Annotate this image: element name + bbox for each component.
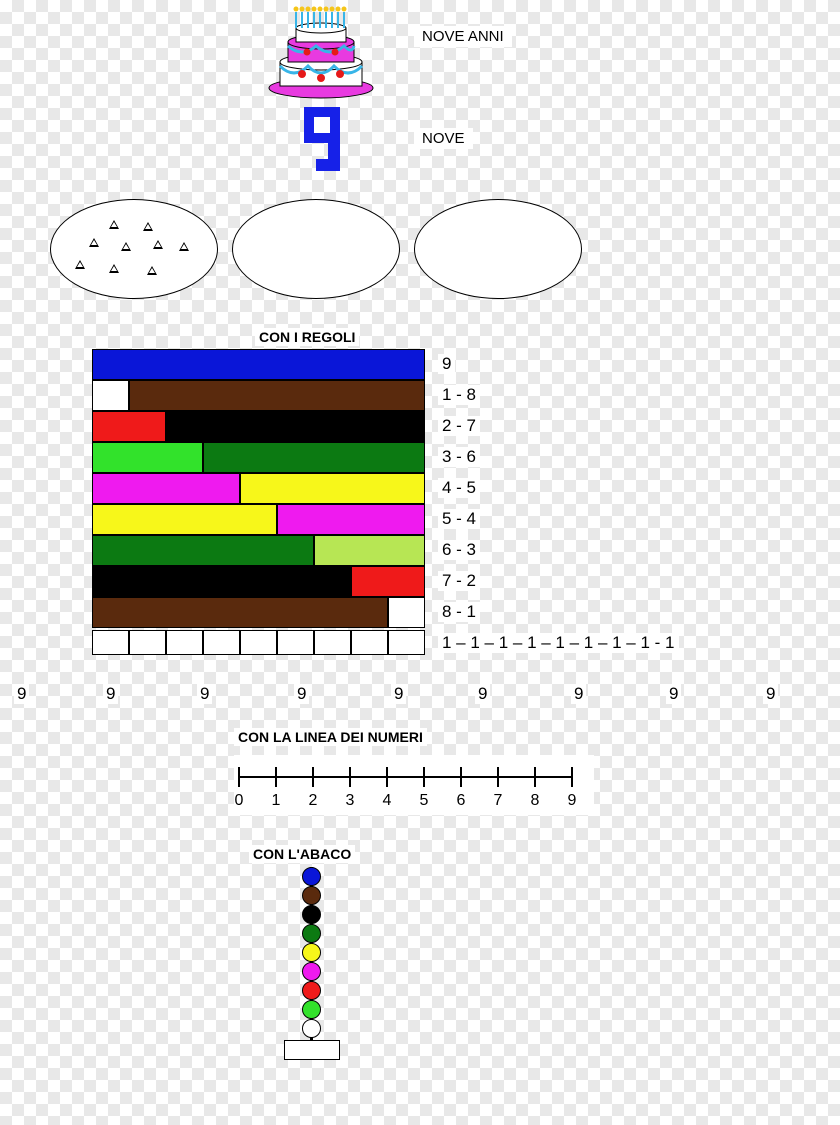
- unit-box: [277, 630, 314, 655]
- svg-text:8: 8: [531, 792, 540, 809]
- rod-segment: [92, 504, 277, 535]
- svg-text:9: 9: [568, 792, 577, 809]
- svg-text:5: 5: [420, 792, 429, 809]
- svg-text:4: 4: [383, 792, 392, 809]
- ones-label: 1 – 1 – 1 – 1 – 1 – 1 – 1 – 1 - 1: [438, 633, 679, 653]
- rod-segment: [92, 349, 425, 380]
- rod-segment: [92, 566, 351, 597]
- ellipse-3: [414, 199, 582, 299]
- title-nove-anni: NOVE ANNI: [414, 26, 512, 47]
- rod-row-label: 9: [438, 354, 455, 374]
- rod-segment: [92, 473, 240, 504]
- abacus-bead: [302, 981, 321, 1000]
- abacus-bead: [302, 1000, 321, 1019]
- abacus-bead: [302, 905, 321, 924]
- nine-axis-label: 9: [475, 684, 490, 704]
- rod-segment: [92, 380, 129, 411]
- unit-box: [314, 630, 351, 655]
- nine-axis-label: 9: [197, 684, 212, 704]
- unit-box: [92, 630, 129, 655]
- abacus-bead: [302, 962, 321, 981]
- nine-axis-label: 9: [763, 684, 778, 704]
- rod-segment: [314, 535, 425, 566]
- nine-axis-label: 9: [666, 684, 681, 704]
- svg-text:6: 6: [457, 792, 466, 809]
- nine-axis-label: 9: [571, 684, 586, 704]
- rod-segment: [203, 442, 425, 473]
- unit-box: [129, 630, 166, 655]
- svg-text:3: 3: [346, 792, 355, 809]
- nine-axis-label: 9: [391, 684, 406, 704]
- svg-text:7: 7: [494, 792, 503, 809]
- rod-segment: [240, 473, 425, 504]
- rod-row-label: 6 - 3: [438, 540, 480, 560]
- abacus-bead: [302, 943, 321, 962]
- unit-box: [351, 630, 388, 655]
- rod-segment: [92, 442, 203, 473]
- nine-axis-label: 9: [14, 684, 29, 704]
- unit-box: [240, 630, 277, 655]
- abacus-bead: [302, 1019, 321, 1038]
- rod-row-label: 5 - 4: [438, 509, 480, 529]
- svg-text:1: 1: [272, 792, 281, 809]
- rod-segment: [129, 380, 425, 411]
- rod-row-label: 2 - 7: [438, 416, 480, 436]
- rod-row-label: 3 - 6: [438, 447, 480, 467]
- cake-icon: [262, 0, 380, 100]
- abacus-bead: [302, 886, 321, 905]
- unit-box: [203, 630, 240, 655]
- rod-row-label: 7 - 2: [438, 571, 480, 591]
- abacus-base: [284, 1040, 340, 1060]
- rod-segment: [92, 535, 314, 566]
- title-nove: NOVE: [414, 128, 473, 149]
- rod-row-label: 8 - 1: [438, 602, 480, 622]
- rod-segment: [92, 597, 388, 628]
- abacus-bead: [302, 867, 321, 886]
- heading-regoli: CON I REGOLI: [255, 328, 359, 346]
- big-digit-9: [298, 105, 346, 178]
- svg-text:0: 0: [235, 792, 244, 809]
- rod-row-label: 4 - 5: [438, 478, 480, 498]
- rod-segment: [166, 411, 425, 442]
- unit-box: [388, 630, 425, 655]
- ellipse-1: [50, 199, 218, 299]
- rod-segment: [277, 504, 425, 535]
- rod-row-label: 1 - 8: [438, 385, 480, 405]
- rod-segment: [388, 597, 425, 628]
- heading-numberline: CON LA LINEA DEI NUMERI: [234, 728, 427, 746]
- ellipse-2: [232, 199, 400, 299]
- heading-abaco: CON L'ABACO: [249, 845, 355, 863]
- nine-axis-label: 9: [294, 684, 309, 704]
- numberline: 0 1 2 3 4 5 6 7 8 9: [234, 755, 594, 820]
- rod-segment: [92, 411, 166, 442]
- rod-segment: [351, 566, 425, 597]
- abacus-bead: [302, 924, 321, 943]
- svg-text:2: 2: [309, 792, 318, 809]
- unit-box: [166, 630, 203, 655]
- nine-axis-label: 9: [103, 684, 118, 704]
